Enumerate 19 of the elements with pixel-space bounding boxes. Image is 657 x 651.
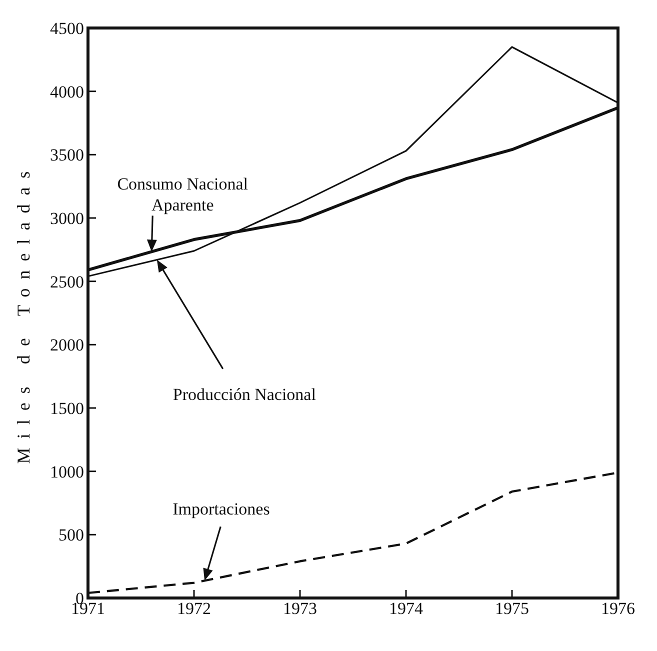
y-tick-label: 3500 xyxy=(50,146,84,165)
y-tick-label: 4000 xyxy=(50,82,84,102)
x-tick-label: 1972 xyxy=(177,599,211,618)
x-tick-label: 1976 xyxy=(601,599,635,618)
y-tick-label: 1500 xyxy=(50,399,84,418)
x-tick-label: 1974 xyxy=(389,599,424,618)
y-tick-label: 2500 xyxy=(50,272,84,292)
y-tick-label: 2000 xyxy=(50,336,84,355)
y-tick-label: 1000 xyxy=(50,462,84,482)
x-tick-label: 1975 xyxy=(495,599,529,618)
y-tick-label: 3000 xyxy=(50,209,84,228)
text: Importaciones xyxy=(172,500,270,519)
y-axis-title: Miles de Toneladas xyxy=(13,162,34,464)
y-tick-label: 4500 xyxy=(50,19,84,38)
y-tick-label: 500 xyxy=(58,526,84,545)
line-series xyxy=(88,46,618,278)
series-label: Consumo Nacional Aparente xyxy=(117,174,248,215)
x-tick-label: 1973 xyxy=(283,599,317,618)
text: Producción Nacional xyxy=(172,384,316,404)
